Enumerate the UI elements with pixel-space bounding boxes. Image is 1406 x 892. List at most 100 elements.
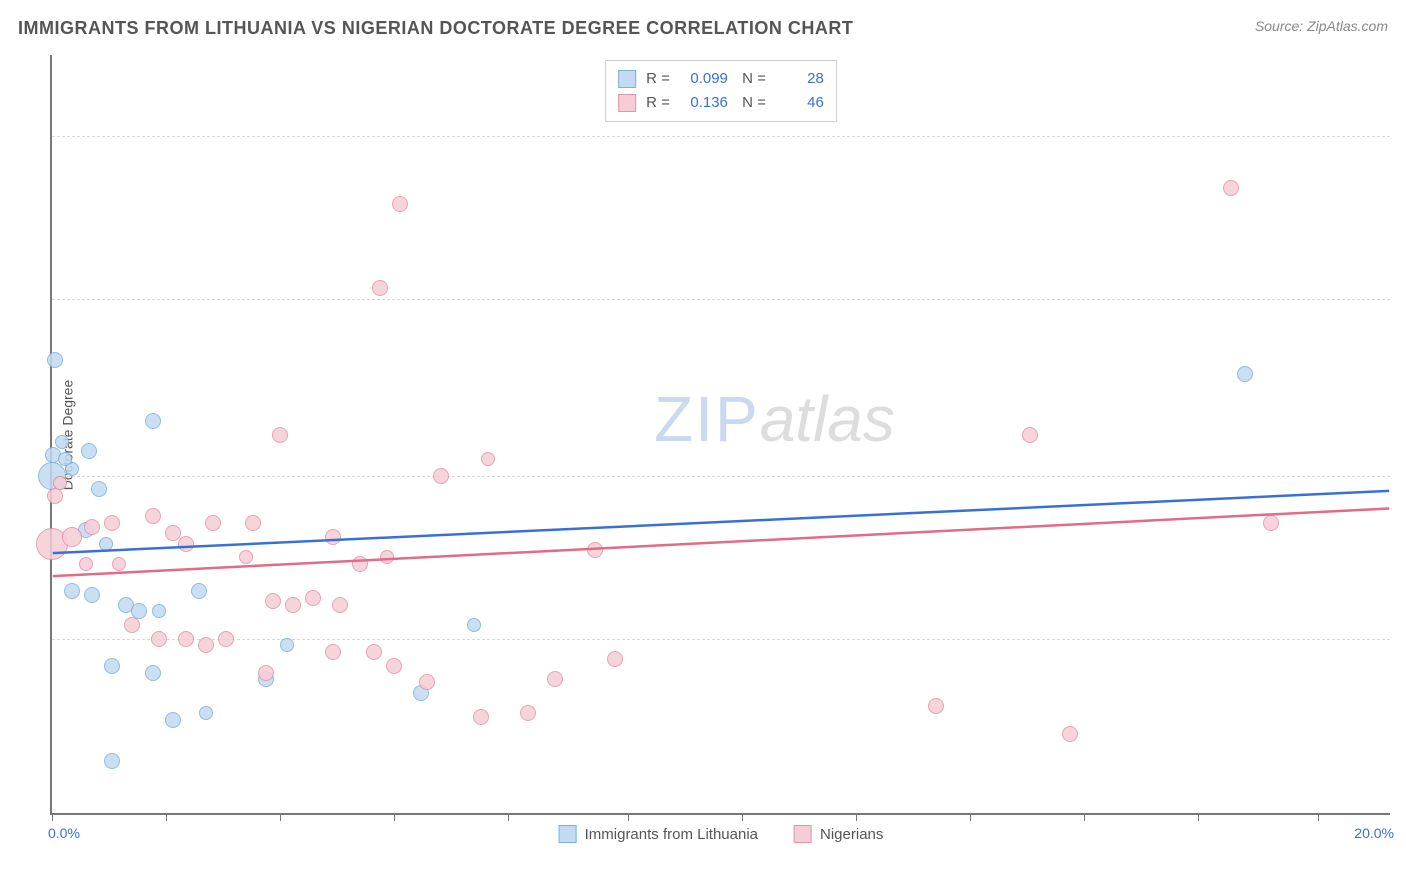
point-lithuania: [280, 638, 294, 652]
point-nigerians: [332, 597, 348, 613]
point-nigerians: [145, 508, 161, 524]
legend-swatch-lithuania: [618, 70, 636, 88]
point-lithuania: [152, 604, 166, 618]
point-nigerians: [419, 674, 435, 690]
point-lithuania: [191, 583, 207, 599]
point-nigerians: [218, 631, 234, 647]
point-nigerians: [366, 644, 382, 660]
point-nigerians: [104, 515, 120, 531]
x-tick: [508, 813, 509, 821]
legend-row-lithuania: R = 0.099 N = 28: [618, 67, 824, 91]
point-lithuania: [104, 658, 120, 674]
point-nigerians: [265, 593, 281, 609]
point-nigerians: [481, 452, 495, 466]
point-lithuania: [47, 352, 63, 368]
point-nigerians: [352, 556, 368, 572]
point-nigerians: [473, 709, 489, 725]
legend-row-nigerians: R = 0.136 N = 46: [618, 91, 824, 115]
point-lithuania: [58, 452, 72, 466]
point-nigerians: [928, 698, 944, 714]
trendlines-svg: [52, 55, 1390, 813]
chart-source: Source: ZipAtlas.com: [1255, 18, 1388, 34]
point-nigerians: [151, 631, 167, 647]
gridline: [52, 136, 1390, 137]
legend-swatch-lithuania: [559, 825, 577, 843]
point-lithuania: [55, 435, 69, 449]
point-nigerians: [53, 476, 67, 490]
legend-label: Nigerians: [820, 826, 883, 843]
x-tick: [280, 813, 281, 821]
point-lithuania: [84, 587, 100, 603]
x-tick: [52, 813, 53, 821]
point-nigerians: [1022, 427, 1038, 443]
point-lithuania: [165, 712, 181, 728]
legend-n-label: N =: [738, 67, 766, 91]
point-nigerians: [272, 427, 288, 443]
x-tick: [166, 813, 167, 821]
point-nigerians: [285, 597, 301, 613]
point-nigerians: [239, 550, 253, 564]
point-nigerians: [198, 637, 214, 653]
point-lithuania: [467, 618, 481, 632]
legend-item-nigerians: Nigerians: [794, 825, 883, 843]
legend-r-label: R =: [646, 91, 670, 115]
point-nigerians: [1263, 515, 1279, 531]
gridline: [52, 639, 1390, 640]
point-nigerians: [433, 468, 449, 484]
x-tick: [970, 813, 971, 821]
x-tick: [742, 813, 743, 821]
point-nigerians: [205, 515, 221, 531]
point-nigerians: [380, 550, 394, 564]
point-lithuania: [91, 481, 107, 497]
point-lithuania: [104, 753, 120, 769]
correlation-legend: R = 0.099 N = 28 R = 0.136 N = 46: [605, 60, 837, 122]
point-lithuania: [99, 537, 113, 551]
point-lithuania: [199, 706, 213, 720]
point-nigerians: [62, 527, 82, 547]
gridline: [52, 476, 1390, 477]
point-lithuania: [145, 413, 161, 429]
point-nigerians: [305, 590, 321, 606]
legend-r-value: 0.136: [680, 91, 728, 115]
chart-header: IMMIGRANTS FROM LITHUANIA VS NIGERIAN DO…: [18, 18, 1388, 39]
legend-label: Immigrants from Lithuania: [585, 826, 758, 843]
point-nigerians: [547, 671, 563, 687]
point-nigerians: [325, 644, 341, 660]
point-nigerians: [47, 488, 63, 504]
chart-container: Doctorate Degree ZIPatlas R = 0.099 N = …: [50, 55, 1390, 815]
legend-r-label: R =: [646, 67, 670, 91]
x-tick: [394, 813, 395, 821]
legend-n-value: 28: [776, 67, 824, 91]
x-tick: [1318, 813, 1319, 821]
point-nigerians: [325, 529, 341, 545]
plot-area: ZIPatlas R = 0.099 N = 28 R = 0.136 N = …: [50, 55, 1390, 815]
point-nigerians: [1223, 180, 1239, 196]
chart-title: IMMIGRANTS FROM LITHUANIA VS NIGERIAN DO…: [18, 18, 853, 39]
point-nigerians: [178, 631, 194, 647]
x-tick: [1084, 813, 1085, 821]
point-nigerians: [520, 705, 536, 721]
gridline: [52, 299, 1390, 300]
x-tick: [628, 813, 629, 821]
point-lithuania: [81, 443, 97, 459]
series-legend: Immigrants from Lithuania Nigerians: [559, 825, 884, 843]
point-lithuania: [64, 583, 80, 599]
point-nigerians: [245, 515, 261, 531]
point-nigerians: [1062, 726, 1078, 742]
point-nigerians: [607, 651, 623, 667]
point-nigerians: [392, 196, 408, 212]
point-nigerians: [112, 557, 126, 571]
point-nigerians: [372, 280, 388, 296]
legend-swatch-nigerians: [794, 825, 812, 843]
legend-r-value: 0.099: [680, 67, 728, 91]
x-tick: [1198, 813, 1199, 821]
legend-item-lithuania: Immigrants from Lithuania: [559, 825, 758, 843]
legend-swatch-nigerians: [618, 94, 636, 112]
watermark-atlas: atlas: [760, 383, 895, 455]
x-axis-label: 0.0%: [48, 825, 80, 841]
legend-n-value: 46: [776, 91, 824, 115]
legend-n-label: N =: [738, 91, 766, 115]
watermark: ZIPatlas: [654, 382, 895, 456]
point-nigerians: [84, 519, 100, 535]
watermark-zip: ZIP: [654, 383, 760, 455]
